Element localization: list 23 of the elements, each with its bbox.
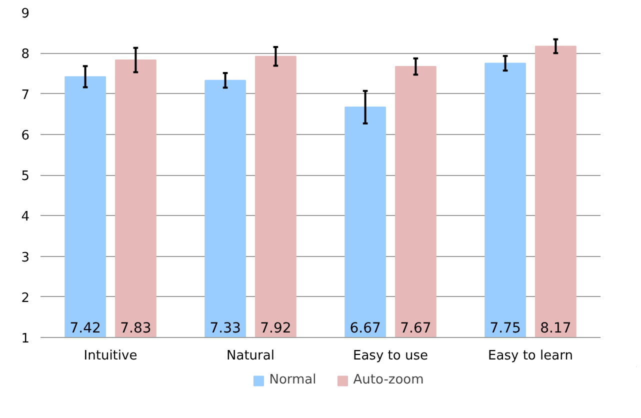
- y-tick-label: 4: [21, 210, 30, 225]
- data-label: 6.67: [350, 320, 381, 336]
- data-label: 7.75: [490, 320, 521, 336]
- x-tick-label: Easy to use: [353, 348, 428, 364]
- y-tick-label: 5: [21, 169, 30, 184]
- data-label: 7.92: [260, 320, 292, 336]
- y-tick-label: 7: [21, 88, 30, 103]
- x-tick-label: Easy to learn: [488, 348, 573, 364]
- data-label: 8.17: [540, 320, 572, 336]
- y-tick-label: 1: [21, 332, 30, 346]
- data-label: 7.83: [120, 320, 152, 336]
- y-tick-label: 8: [21, 47, 30, 62]
- x-tick-label: Natural: [226, 348, 274, 364]
- legend-label: Normal: [269, 372, 316, 388]
- y-tick-label: 6: [21, 128, 30, 144]
- legend-label: Auto-zoom: [353, 372, 424, 388]
- y-tick-label: 3: [21, 250, 30, 266]
- data-label: 7.33: [210, 320, 241, 336]
- y-tick-label: 9: [21, 6, 30, 22]
- data-label: 7.67: [400, 320, 432, 336]
- x-tick-label: Intuitive: [84, 348, 138, 364]
- data-label: 7.42: [70, 320, 101, 336]
- y-tick-label: 2: [21, 290, 30, 306]
